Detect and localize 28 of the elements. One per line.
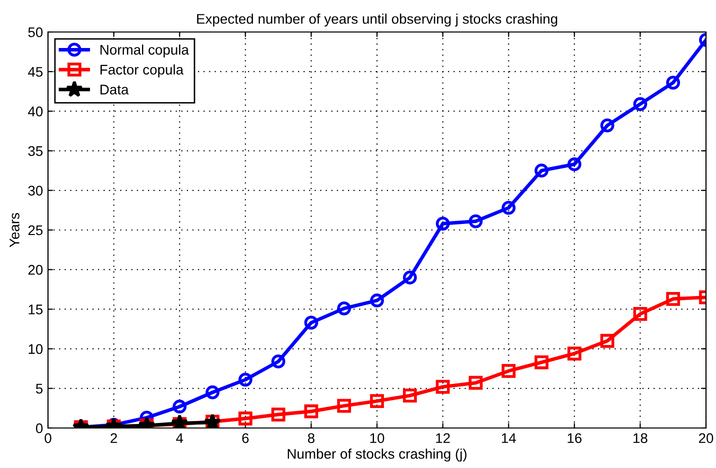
x-tick-label: 16 [568,433,582,444]
x-tick-label: 20 [698,433,714,444]
y-tick-label: 20 [28,264,43,275]
x-tick-label: 4 [176,433,184,443]
x-tick-label: 6 [242,433,249,444]
legend-label: Normal copula [100,44,189,58]
y-tick-label: 10 [28,344,43,354]
legend-label: Data [100,84,129,94]
chart-title: Expected number of years until observing j stocks crashing [197,14,558,27]
x-tick-label: 18 [634,433,648,444]
x-tick-label: 10 [370,433,384,444]
y-tick-label: 45 [28,67,43,77]
y-tick-label: 30 [28,186,43,196]
y-tick-label: 5 [36,384,43,394]
x-tick-label: 8 [308,433,314,444]
x-tick-label: 2 [110,433,117,443]
y-tick-label: 25 [28,225,43,236]
x-tick-label: 14 [502,433,516,443]
x-tick-label: 12 [436,433,450,443]
x-axis-title: Number of stocks crashing (j) [288,448,466,462]
legend-label: Factor copula [100,64,184,78]
x-tick-label: 0 [44,433,52,444]
y-tick-label: 0 [36,423,43,434]
y-axis-title: Years [10,212,20,248]
y-tick-label: 15 [28,304,43,314]
y-tick-label: 50 [28,27,43,38]
y-tick-label: 40 [28,106,43,116]
y-tick-label: 35 [28,146,43,156]
